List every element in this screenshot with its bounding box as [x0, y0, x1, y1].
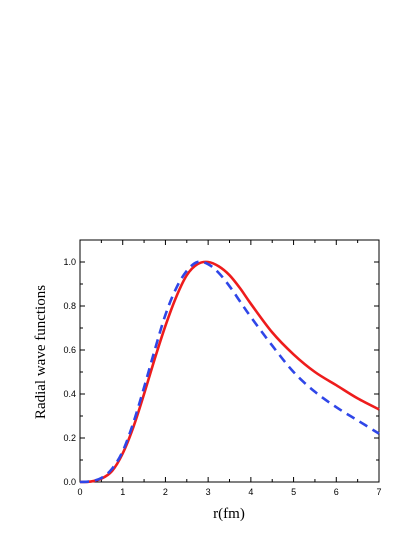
x-tick-label: 7	[376, 487, 381, 497]
dashed-series-line	[79, 260, 380, 484]
y-ticks: 0.0 0.2 0.4 0.6 0.8 1.0	[63, 239, 379, 487]
y-tick-label: 0.0	[63, 477, 76, 487]
series-layer	[79, 260, 380, 484]
x-tick-label: 6	[334, 487, 339, 497]
y-axis-label: Radial wave functions	[33, 285, 49, 419]
y-tick-label: 0.8	[63, 301, 76, 311]
x-tick-label: 3	[206, 487, 211, 497]
x-ticks: 0 1 2 3 4 5 6 7	[77, 240, 382, 497]
y-tick-label: 0.6	[63, 345, 76, 355]
y-tick-label: 1.0	[63, 257, 76, 267]
y-tick-label: 0.4	[63, 389, 76, 399]
x-axis-label: r(fm)	[213, 506, 245, 522]
x-tick-label: 0	[77, 487, 82, 497]
y-tick-label: 0.2	[63, 433, 76, 443]
solid-series-line	[79, 260, 380, 484]
x-tick-label: 1	[120, 487, 125, 497]
x-tick-label: 5	[291, 487, 296, 497]
x-tick-label: 2	[163, 487, 168, 497]
x-tick-label: 4	[248, 487, 253, 497]
